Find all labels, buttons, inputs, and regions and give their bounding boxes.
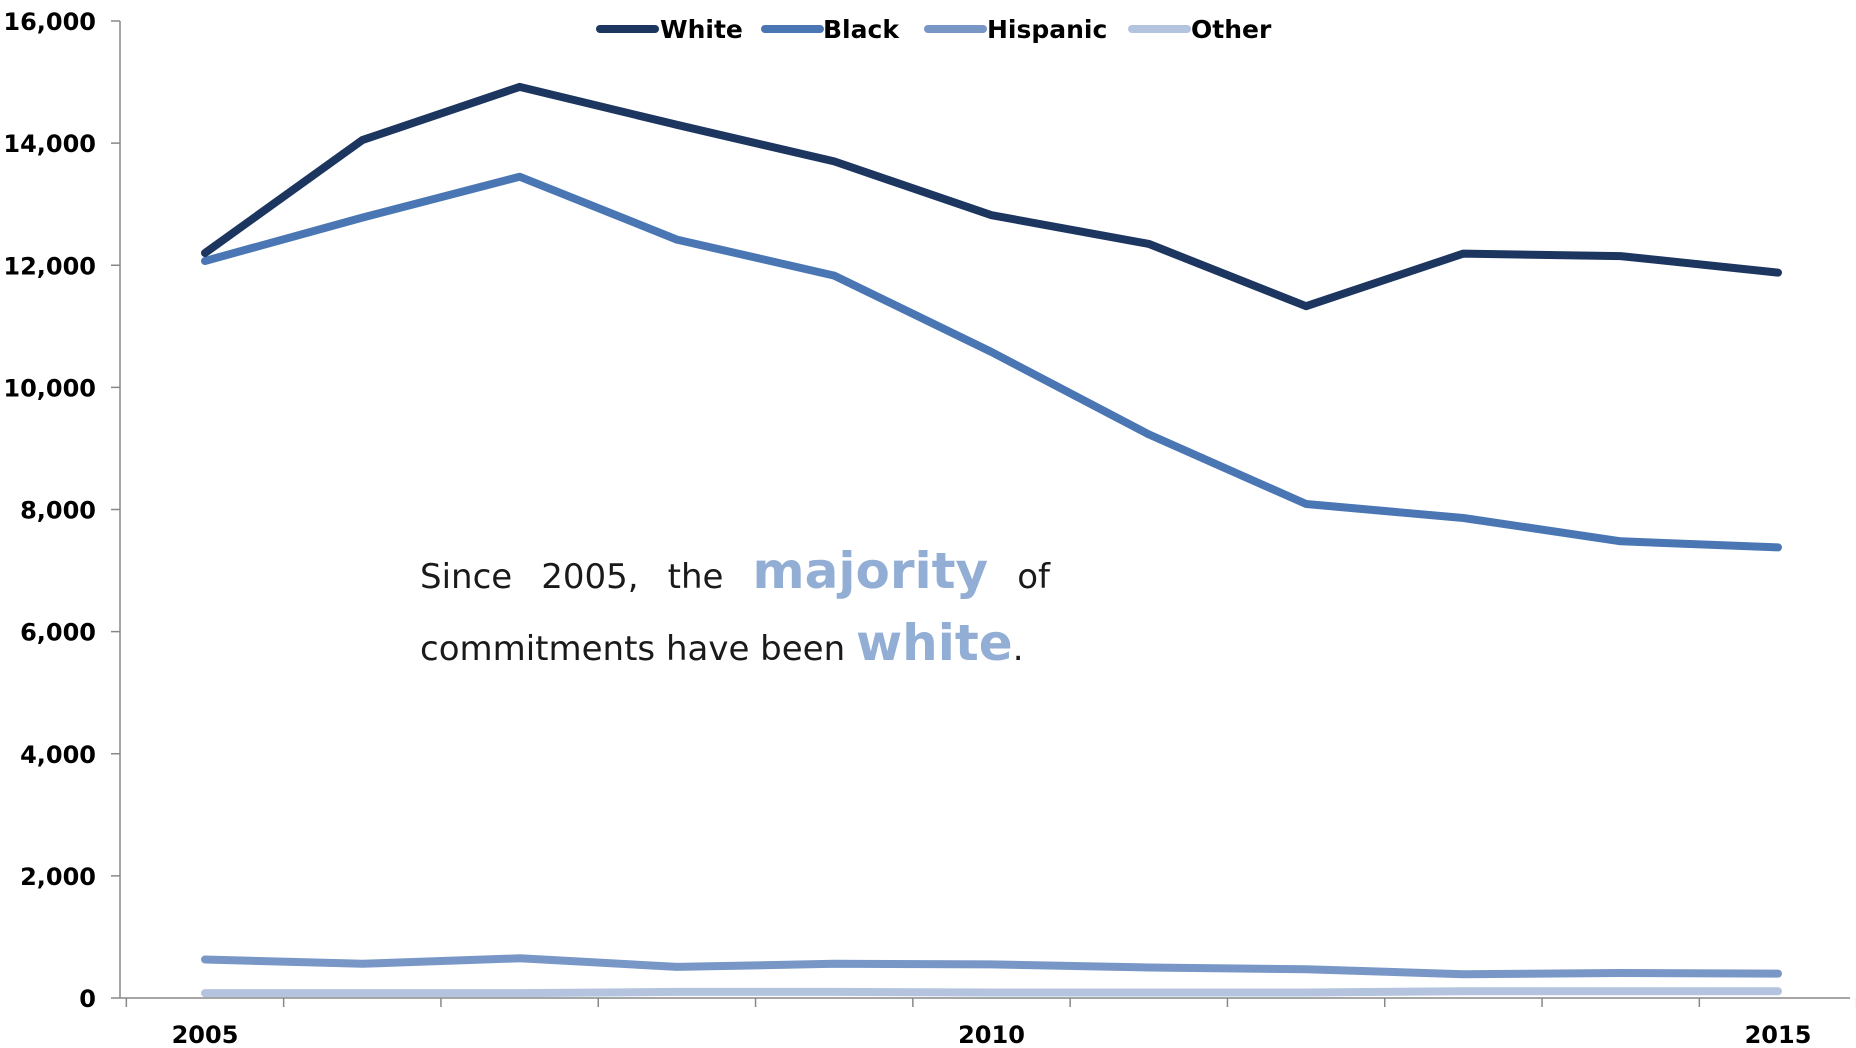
y-tick-label: 0 <box>79 985 96 1013</box>
annotation-text-2: of commitments have been <box>420 557 1050 669</box>
annotation-highlight-white: white <box>855 614 1013 672</box>
y-tick-label: 14,000 <box>3 130 96 158</box>
series-line-black <box>201 172 1782 552</box>
annotation-text-3: . <box>1012 629 1024 669</box>
chart-annotation: Since 2005, the majority of commitments … <box>420 538 1050 682</box>
legend: White Black Hispanic Other <box>596 15 1272 44</box>
legend-label-hispanic: Hispanic <box>987 15 1107 44</box>
x-tick-label: 2005 <box>172 1021 239 1048</box>
y-tick-label: 8,000 <box>20 497 96 525</box>
x-tick-label: 2015 <box>1745 1021 1812 1048</box>
series-line-hispanic <box>201 954 1782 979</box>
legend-label-white: White <box>660 15 743 44</box>
y-tick-label: 6,000 <box>20 619 96 647</box>
y-tick-label: 10,000 <box>3 374 96 402</box>
annotation-highlight-majority: majority <box>752 542 989 600</box>
y-tick-label: 2,000 <box>20 863 96 891</box>
legend-label-other: Other <box>1191 15 1272 44</box>
y-tick-label: 4,000 <box>20 741 96 769</box>
y-tick-label: 12,000 <box>3 252 96 280</box>
series-line-white <box>201 82 1782 311</box>
series-lines <box>201 82 1782 998</box>
x-tick-label: 2010 <box>958 1021 1025 1048</box>
legend-label-black: Black <box>823 15 900 44</box>
series-line-other <box>201 987 1782 998</box>
annotation-text-1: Since 2005, the <box>420 557 753 597</box>
y-tick-label: 16,000 <box>3 8 96 36</box>
axes: 0 2,000 4,000 6,000 8,000 10,000 12,000 14,000 1… <box>3 8 1856 1048</box>
